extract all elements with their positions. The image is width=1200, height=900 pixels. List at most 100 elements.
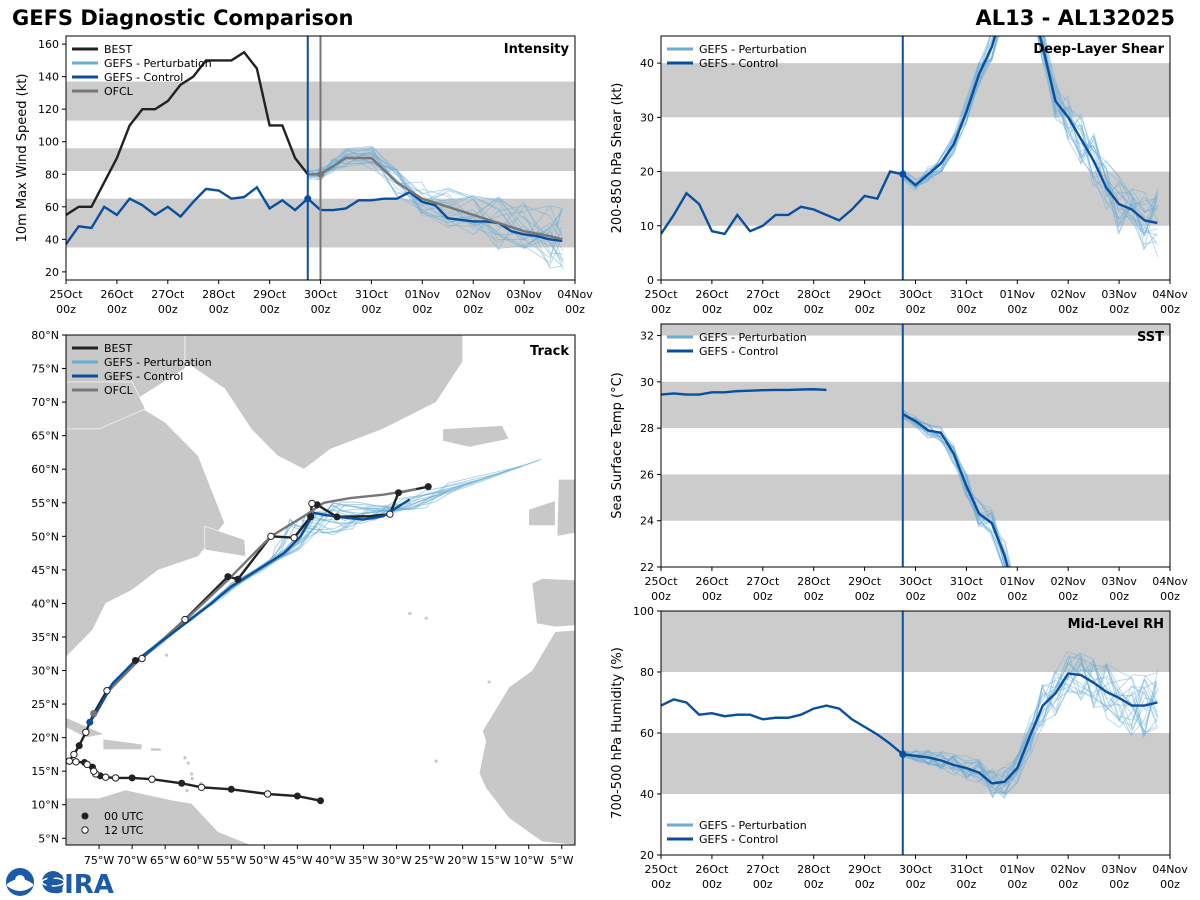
- track-ytick-label: 80°N: [31, 329, 59, 342]
- rh-xtick-day: 04Nov: [1152, 863, 1188, 876]
- shear-perturbation-line: [902, 36, 1159, 246]
- shear-perturbation-line: [902, 36, 1158, 213]
- shear-ytick-label: 0: [647, 274, 654, 287]
- sst-xtick-hour: 00z: [753, 590, 773, 603]
- shear-xtick-hour: 00z: [651, 303, 671, 316]
- rh-xtick-day: 01Nov: [1000, 863, 1036, 876]
- intensity-perturbation-line: [308, 147, 564, 235]
- rh-xtick-day: 28Oct: [797, 863, 831, 876]
- track-best-12z-marker: [90, 767, 98, 775]
- track-perturbation-line: [89, 506, 401, 723]
- sst-xtick-hour: 00z: [1007, 590, 1027, 603]
- intensity-xtick-day: 02Nov: [455, 288, 491, 301]
- track-best-12z-marker: [82, 728, 90, 736]
- rh-xtick-hour: 00z: [1007, 878, 1027, 891]
- shear-band-0: [661, 171, 1170, 226]
- shear-perturbation-line: [901, 36, 1158, 235]
- intensity-xtick-hour: 00z: [362, 303, 382, 316]
- intensity-xtick-hour: 00z: [311, 303, 331, 316]
- island-shape: [190, 776, 194, 781]
- rh-xtick-day: 30Oct: [899, 863, 933, 876]
- shear-perturbation-line: [902, 36, 1159, 214]
- rh-series-gefs-control: [661, 672, 1158, 785]
- shear-xtick-day: 25Oct: [644, 288, 678, 301]
- track-best-12z-marker: [386, 510, 394, 518]
- sst-xtick-hour: 00z: [1160, 590, 1180, 603]
- track-ytick-label: 60°N: [31, 463, 59, 476]
- track-perturbation-line: [89, 489, 452, 723]
- rh-legend-label: GEFS - Perturbation: [699, 819, 807, 832]
- sst-title: SST: [1137, 330, 1164, 345]
- rh-perturbation-line: [901, 668, 1158, 785]
- sst-ytick-label: 24: [640, 515, 654, 528]
- sst-xtick-hour: 00z: [804, 590, 824, 603]
- sst-legend-label: GEFS - Control: [699, 345, 778, 358]
- track-perturbation-line: [89, 471, 503, 723]
- shear-perturbation-line: [901, 36, 1158, 212]
- sst-band-1: [661, 381, 1170, 429]
- sst-perturbation-line: [902, 415, 1004, 567]
- sst-perturbation-line: [903, 416, 1006, 567]
- shear-xtick-day: 29Oct: [848, 288, 882, 301]
- island-shape: [408, 611, 412, 616]
- sst-xtick-hour: 00z: [702, 590, 722, 603]
- sst-xtick-day: 25Oct: [644, 575, 678, 588]
- sst-perturbation-line: [901, 418, 1004, 567]
- track-perturbation-line: [89, 494, 436, 723]
- intensity-ylabel: 10m Max Wind Speed (kt): [15, 74, 30, 243]
- track-legend-label: GEFS - Control: [104, 370, 183, 383]
- sst-ytick-label: 28: [640, 422, 654, 435]
- track-ytick-label: 45°N: [31, 564, 59, 577]
- chart-title: GEFS Diagnostic Comparison: [12, 6, 354, 30]
- intensity-perturbation-line: [308, 152, 564, 251]
- sst-perturbation-line: [902, 413, 1005, 567]
- rh-xtick-hour: 00z: [1109, 878, 1129, 891]
- rh-xtick-day: 25Oct: [644, 863, 678, 876]
- track-best-12z-marker: [181, 615, 189, 624]
- rh-xtick-day: 02Nov: [1050, 863, 1086, 876]
- track-best-12z-marker: [308, 499, 316, 508]
- intensity-perturbation-line: [307, 154, 564, 247]
- track-ytick-label: 75°N: [31, 363, 59, 376]
- sst-band-2: [661, 324, 1170, 336]
- track-best-00z-marker: [234, 575, 242, 583]
- shear-perturbation-line: [901, 36, 1159, 225]
- sst-perturbation-line: [903, 412, 1011, 567]
- track-perturbation-line: [89, 485, 463, 723]
- sst-perturbation-line: [902, 416, 1012, 567]
- sst-xtick-hour: 00z: [906, 590, 926, 603]
- island-shape: [189, 772, 194, 776]
- island-shape: [185, 789, 189, 793]
- intensity-xtick-day: 27Oct: [151, 288, 185, 301]
- track-best-00z-marker: [96, 772, 104, 780]
- shear-ytick-label: 30: [640, 111, 654, 124]
- rh-perturbation-line: [902, 674, 1158, 800]
- rh-band-1: [661, 611, 1170, 672]
- island-shape: [199, 781, 203, 785]
- track-title: Track: [530, 344, 569, 359]
- track-xtick-label: 60°W: [183, 854, 213, 867]
- sst-perturbation-line: [901, 415, 1007, 567]
- rh-title: Mid-Level RH: [1068, 617, 1164, 632]
- track-legend-label: GEFS - Perturbation: [104, 356, 212, 369]
- sst-perturbation-line: [902, 410, 1008, 567]
- intensity-series-gefs-control: [66, 185, 563, 245]
- track-best-12z-marker: [72, 758, 80, 766]
- track-xtick-label: 15°W: [480, 854, 510, 867]
- track-ytick-label: 20°N: [31, 732, 59, 745]
- track-best-00z-marker: [395, 489, 403, 497]
- intensity-xtick-day: 28Oct: [202, 288, 236, 301]
- intensity-xtick-day: 25Oct: [49, 288, 83, 301]
- sst-perturbation-line: [901, 411, 1006, 567]
- intensity-perturbation-line: [308, 151, 564, 264]
- track-xtick-label: 10°W: [514, 854, 544, 867]
- track-control-line: [88, 498, 411, 723]
- land-shape: [478, 629, 575, 845]
- track-best-12z-marker: [290, 533, 298, 542]
- track-best-00z-marker: [178, 779, 186, 787]
- land-shape: [66, 789, 252, 845]
- track-perturbation-line: [89, 506, 402, 723]
- cira-logo-text: CIRA: [45, 870, 114, 898]
- shear-xtick-hour: 00z: [1109, 303, 1129, 316]
- sst-ylabel: Sea Surface Temp (°C): [610, 372, 625, 519]
